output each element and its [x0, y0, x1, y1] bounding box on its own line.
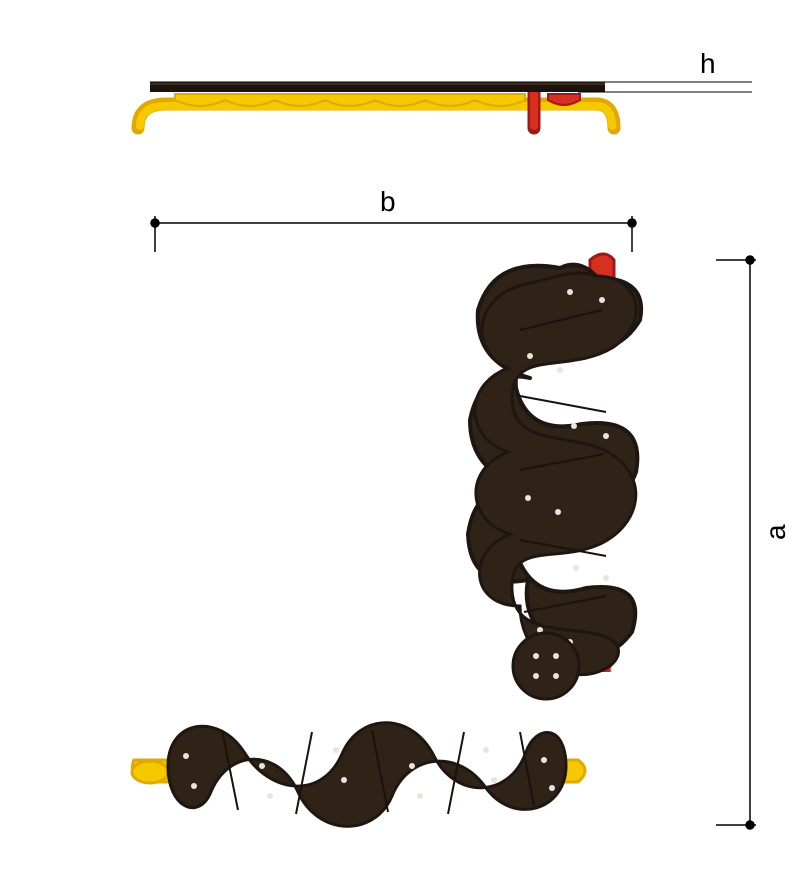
plan-view: [132, 254, 641, 826]
snake-horizontal: [168, 723, 566, 827]
dimension-b: [151, 216, 636, 252]
dimension-a: [716, 256, 756, 829]
snake-vertical: [468, 265, 641, 675]
side-elevation: [138, 82, 752, 128]
technical-drawing-svg: [0, 0, 797, 880]
dim-label-b: b: [380, 186, 396, 218]
dim-label-h: h: [700, 48, 716, 80]
stool-disc: [513, 633, 579, 699]
dim-label-a: a: [760, 524, 792, 540]
diagram-canvas: h b a: [0, 0, 797, 880]
